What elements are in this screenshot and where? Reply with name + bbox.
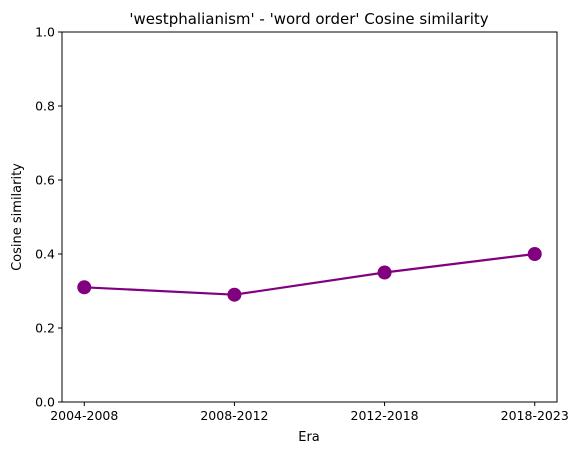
data-point	[77, 280, 92, 295]
y-axis-label: Cosine similarity	[10, 163, 25, 271]
x-axis-label: Era	[298, 430, 320, 445]
x-tick-label: 2012-2018	[351, 408, 419, 423]
data-point	[227, 287, 242, 302]
y-tick-label: 0.6	[35, 173, 55, 188]
y-tick-label: 0.2	[35, 321, 55, 336]
y-axis-ticks: 0.0 0.2 0.4 0.6 0.8 1.0	[35, 25, 62, 410]
data-point	[377, 265, 392, 280]
y-tick-label: 0.0	[35, 395, 55, 410]
y-tick-label: 0.4	[35, 247, 55, 262]
x-tick-label: 2004-2008	[50, 408, 118, 423]
plot-area: 0.0 0.2 0.4 0.6 0.8 1.0 2004-2008 2008-2012 201…	[35, 25, 569, 424]
chart-title: 'westphalianism' - 'word order' Cosine s…	[129, 10, 488, 28]
x-tick-label: 2008-2012	[200, 408, 268, 423]
series-line	[83, 252, 536, 296]
y-tick-label: 1.0	[35, 25, 55, 40]
plot-frame	[61, 31, 558, 403]
y-tick-label: 0.8	[35, 99, 55, 114]
data-point	[527, 247, 542, 261]
series-layer	[77, 247, 542, 302]
x-tick-label: 2018-2023	[501, 408, 569, 423]
x-axis-ticks: 2004-2008 2008-2012 2012-2018 2018-2023	[50, 402, 569, 423]
